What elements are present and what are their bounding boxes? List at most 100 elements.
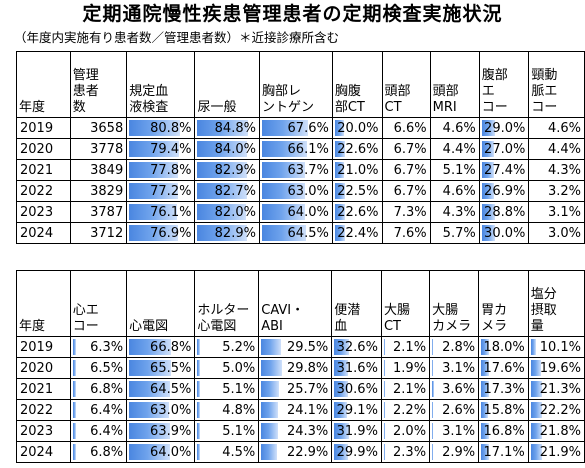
- data-bar: [481, 120, 495, 136]
- value-cell: 6.7%: [381, 180, 431, 202]
- year-cell: 2022: [16, 180, 71, 202]
- percent-bar-cell: 27.4%: [478, 159, 530, 181]
- cell-value: 29.0%: [484, 120, 526, 136]
- data-bar: [197, 381, 201, 397]
- cell-value: 26.9%: [484, 183, 526, 199]
- percent-bar-cell: 31.9%: [331, 420, 382, 442]
- cell-value: 6.8%: [90, 444, 124, 460]
- year-cell: 2019: [16, 336, 71, 358]
- percent-bar-cell: 6.4%: [69, 399, 128, 421]
- data-bar: [72, 423, 76, 439]
- data-bar: [197, 204, 247, 220]
- cell-value: 17.6%: [483, 360, 525, 376]
- data-bar: [481, 225, 496, 241]
- data-bar: [432, 381, 434, 397]
- data-bar: [261, 120, 308, 136]
- percent-bar-cell: 30.6%: [331, 378, 382, 400]
- data-bar: [261, 183, 305, 199]
- data-bar: [129, 162, 179, 178]
- column-header: 尿一般: [194, 51, 260, 118]
- data-bar: [334, 381, 348, 397]
- cell-value: 63.9%: [150, 423, 192, 439]
- percent-bar-cell: 31.6%: [331, 357, 382, 379]
- cell-value: 76.9%: [150, 225, 192, 241]
- cell-value: 63.0%: [287, 183, 329, 199]
- column-header: ホルター 心電図: [194, 270, 260, 337]
- data-bar: [261, 423, 278, 439]
- cell-value: 22.6%: [337, 141, 379, 157]
- percent-bar-cell: 27.0%: [478, 138, 530, 160]
- percent-bar-cell: 82.9%: [194, 222, 260, 244]
- cell-value: 29.5%: [286, 339, 329, 355]
- data-bar: [383, 444, 385, 460]
- data-bar: [334, 339, 349, 355]
- cell-value: 5.1%: [222, 423, 256, 439]
- percent-bar-cell: 17.1%: [478, 441, 529, 463]
- percent-bar-cell: 21.9%: [527, 441, 585, 463]
- percent-bar-cell: 21.0%: [331, 159, 383, 181]
- data-bar: [197, 444, 200, 460]
- cell-value: 16.8%: [483, 423, 525, 439]
- percent-bar-cell: 22.9%: [258, 441, 333, 463]
- cell-value: 22.4%: [337, 225, 379, 241]
- percent-bar-cell: 22.6%: [331, 201, 383, 223]
- cell-value: 29.9%: [336, 444, 378, 460]
- data-bar: [432, 402, 434, 418]
- column-header: 塩分 摂取量: [527, 270, 585, 337]
- data-bar: [432, 339, 434, 355]
- cell-value: 21.8%: [539, 423, 581, 439]
- data-bar: [129, 381, 170, 397]
- value-cell: 4.3%: [429, 201, 480, 223]
- cell-value: 32.6%: [336, 339, 378, 355]
- data-bar: [197, 402, 201, 418]
- percent-bar-cell: 67.6%: [258, 117, 333, 139]
- cell-value: 4.5%: [222, 444, 256, 460]
- value-cell: 4.6%: [429, 117, 480, 139]
- percent-bar-cell: 2.2%: [380, 399, 431, 421]
- data-bar: [197, 423, 201, 439]
- cell-value: 66.1%: [287, 141, 329, 157]
- column-header: 腹部エコー: [478, 51, 530, 118]
- value-cell: 5.1%: [429, 159, 480, 181]
- cell-value: 2.1%: [393, 381, 427, 397]
- cell-value: 79.4%: [150, 141, 192, 157]
- percent-bar-cell: 29.1%: [331, 399, 382, 421]
- data-bar: [481, 162, 494, 178]
- column-header: 大腸 カメラ: [429, 270, 480, 337]
- data-bar: [383, 381, 385, 397]
- column-header: 胸部レ ントゲン: [258, 51, 333, 118]
- percent-bar-cell: 6.8%: [69, 441, 128, 463]
- data-bar: [129, 339, 172, 355]
- percent-bar-cell: 29.5%: [258, 336, 333, 358]
- column-header: 胃カ メラ: [478, 270, 529, 337]
- percent-bar-cell: 5.2%: [194, 336, 260, 358]
- table-row: 2019 3658 80.8% 84.8% 67.6% 20.0% 6.6% 4.6% 29.0…: [16, 117, 585, 139]
- percent-bar-cell: 79.4%: [126, 138, 196, 160]
- data-bar: [72, 381, 77, 397]
- year-cell: 2021: [16, 378, 71, 400]
- cell-value: 5.2%: [222, 339, 256, 355]
- cell-value: 1.9%: [393, 360, 427, 376]
- value-cell: 7.6%: [381, 222, 431, 244]
- table-row: 2024 6.8% 64.0% 4.5% 22.9% 29.9% 2.3% 2.9% 17.1%…: [16, 441, 585, 463]
- cell-value: 17.1%: [483, 444, 525, 460]
- value-cell: 3.0%: [528, 222, 585, 244]
- column-header: 頭部 MRI: [429, 51, 480, 118]
- data-bar: [261, 444, 277, 460]
- data-bar: [261, 225, 306, 241]
- percent-bar-cell: 3.1%: [429, 420, 480, 442]
- percent-bar-cell: 2.8%: [429, 336, 480, 358]
- percent-bar-cell: 64.5%: [258, 222, 333, 244]
- value-cell: 3658: [69, 117, 128, 139]
- data-bar: [261, 204, 306, 220]
- year-column-header: 年度: [16, 51, 71, 118]
- cell-value: 5.1%: [222, 381, 256, 397]
- cell-value: 6.4%: [90, 423, 124, 439]
- column-header: 胸腹 部CT: [331, 51, 383, 118]
- data-bar: [481, 423, 489, 439]
- percent-bar-cell: 22.4%: [331, 222, 383, 244]
- percent-bar-cell: 84.8%: [194, 117, 260, 139]
- data-bar: [481, 360, 489, 376]
- table-row: 2020 3778 79.4% 84.0% 66.1% 22.6% 6.7% 4.4% 27.0…: [16, 138, 585, 160]
- table-row: 2023 6.4% 63.9% 5.1% 24.3% 31.9% 2.0% 3.1% 16.8%…: [16, 420, 585, 442]
